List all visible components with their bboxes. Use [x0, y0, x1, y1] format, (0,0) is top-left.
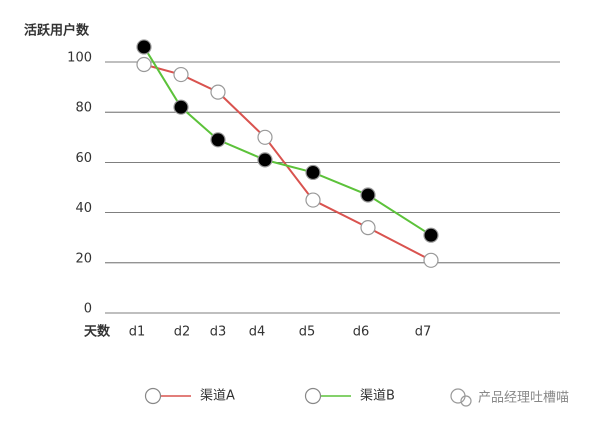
x-tick-label: d7 — [415, 325, 432, 340]
x-tick-label: d2 — [174, 325, 191, 340]
x-tick-label: d3 — [210, 325, 227, 340]
legend-marker — [304, 387, 322, 405]
y-tick-label: 0 — [84, 302, 92, 317]
x-tick-label: d4 — [249, 325, 266, 340]
point — [210, 84, 226, 100]
y-tick-label: 20 — [75, 251, 92, 266]
y-tick-label: 40 — [75, 201, 92, 216]
point — [305, 164, 321, 181]
y-tick-label: 60 — [75, 151, 92, 166]
legend-label: 渠道B — [360, 389, 395, 404]
x-tick-label: d6 — [353, 325, 370, 340]
point — [423, 252, 439, 268]
y-tick-label: 100 — [67, 51, 92, 66]
legend-marker — [144, 387, 162, 405]
y-tick-label: 80 — [75, 101, 92, 116]
point — [423, 227, 439, 243]
legend-label: 渠道A — [200, 389, 235, 404]
point — [360, 187, 376, 203]
x-tick-label: d5 — [299, 325, 316, 340]
point — [305, 192, 321, 208]
x-axis-title: 天数 — [84, 324, 111, 340]
y-axis-title: 活跃用户数 — [24, 23, 90, 39]
point — [136, 39, 152, 55]
point — [360, 220, 376, 236]
point — [257, 152, 273, 168]
point — [210, 132, 226, 148]
point — [173, 99, 189, 115]
watermark-icon — [450, 388, 472, 407]
point — [136, 56, 152, 73]
point — [173, 66, 189, 83]
watermark: 产品经理吐槽喵 — [478, 391, 569, 406]
x-tick-label: d1 — [129, 325, 146, 340]
point — [257, 129, 273, 145]
